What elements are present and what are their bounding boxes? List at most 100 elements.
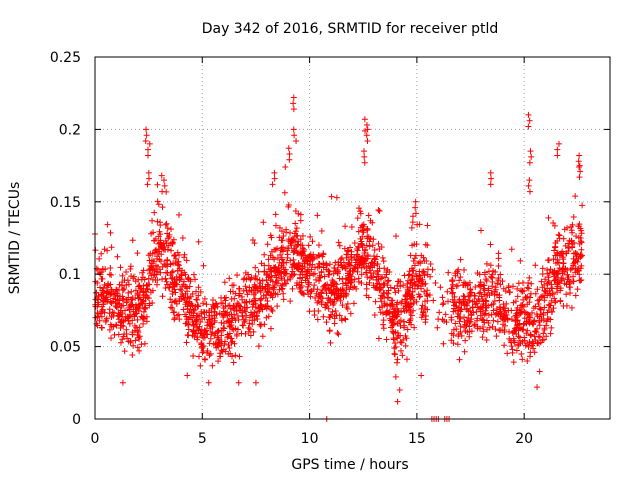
data-point <box>474 323 481 330</box>
data-point <box>341 245 348 252</box>
data-point <box>136 347 143 354</box>
data-point <box>163 269 170 276</box>
data-point <box>385 309 392 316</box>
data-point <box>338 262 345 269</box>
data-point <box>537 339 544 346</box>
data-point <box>267 264 274 271</box>
data-point <box>116 297 123 304</box>
data-point <box>362 246 369 253</box>
data-point <box>255 305 262 312</box>
data-point <box>160 246 167 253</box>
data-point <box>355 205 362 212</box>
data-point <box>366 267 373 274</box>
data-point <box>487 262 494 269</box>
data-point <box>429 266 436 273</box>
data-point <box>565 248 572 255</box>
data-point <box>400 336 407 343</box>
data-point <box>358 240 365 247</box>
data-point <box>364 126 371 133</box>
data-point <box>175 262 182 269</box>
data-point <box>360 229 367 236</box>
data-point <box>187 306 194 313</box>
data-point <box>528 153 535 160</box>
data-point <box>450 332 457 339</box>
data-point <box>403 356 410 363</box>
data-point <box>234 272 241 279</box>
data-point <box>497 313 504 320</box>
data-point <box>517 257 524 264</box>
data-point <box>113 286 120 293</box>
data-point <box>327 314 334 321</box>
data-point <box>304 287 311 294</box>
data-point <box>222 297 229 304</box>
data-point <box>521 315 528 322</box>
data-point <box>402 293 409 300</box>
data-point <box>171 316 178 323</box>
data-point <box>437 284 444 291</box>
data-point <box>576 271 583 278</box>
data-point <box>487 169 494 176</box>
data-point <box>184 316 191 323</box>
data-point <box>333 281 340 288</box>
data-point <box>154 181 161 188</box>
data-point <box>149 217 156 224</box>
data-point <box>488 289 495 296</box>
data-point <box>514 321 521 328</box>
data-point <box>545 274 552 281</box>
data-point <box>335 331 342 338</box>
data-point <box>373 284 380 291</box>
data-point <box>321 273 328 280</box>
data-point <box>98 250 105 257</box>
data-point <box>522 309 529 316</box>
data-point <box>524 358 531 365</box>
data-point <box>539 265 546 272</box>
data-point <box>238 330 245 337</box>
data-point <box>380 258 387 265</box>
data-point <box>312 294 319 301</box>
data-point <box>274 255 281 262</box>
data-point <box>360 148 367 155</box>
data-point <box>576 240 583 247</box>
data-point <box>284 251 291 258</box>
data-point <box>361 159 368 166</box>
data-point <box>424 242 431 249</box>
data-point <box>162 275 169 282</box>
data-point <box>218 294 225 301</box>
data-point <box>269 181 276 188</box>
data-point <box>435 316 442 323</box>
data-point <box>231 340 238 347</box>
data-point <box>279 256 286 263</box>
data-point <box>350 300 357 307</box>
data-point <box>326 327 333 334</box>
data-point <box>450 308 457 315</box>
chart-title: Day 342 of 2016, SRMTID for receiver ptl… <box>202 21 499 37</box>
data-point <box>481 269 488 276</box>
data-point <box>509 283 516 290</box>
data-point <box>405 300 412 307</box>
data-point <box>472 283 479 290</box>
data-point <box>568 265 575 272</box>
data-point <box>104 247 111 254</box>
data-point <box>577 168 584 175</box>
data-point <box>495 277 502 284</box>
data-point <box>206 321 213 328</box>
data-point <box>480 300 487 307</box>
data-point <box>331 292 338 299</box>
data-point <box>409 275 416 282</box>
data-point <box>245 271 252 278</box>
data-point <box>134 316 141 323</box>
data-point <box>532 290 539 297</box>
data-point <box>549 290 556 297</box>
data-point <box>483 337 490 344</box>
data-point <box>168 274 175 281</box>
data-point <box>272 279 279 286</box>
data-point <box>547 302 554 309</box>
data-point <box>280 290 287 297</box>
data-point <box>525 111 532 118</box>
data-point <box>256 277 263 284</box>
data-point <box>572 193 579 200</box>
data-point <box>419 302 426 309</box>
grid <box>95 57 610 419</box>
data-point <box>380 317 387 324</box>
